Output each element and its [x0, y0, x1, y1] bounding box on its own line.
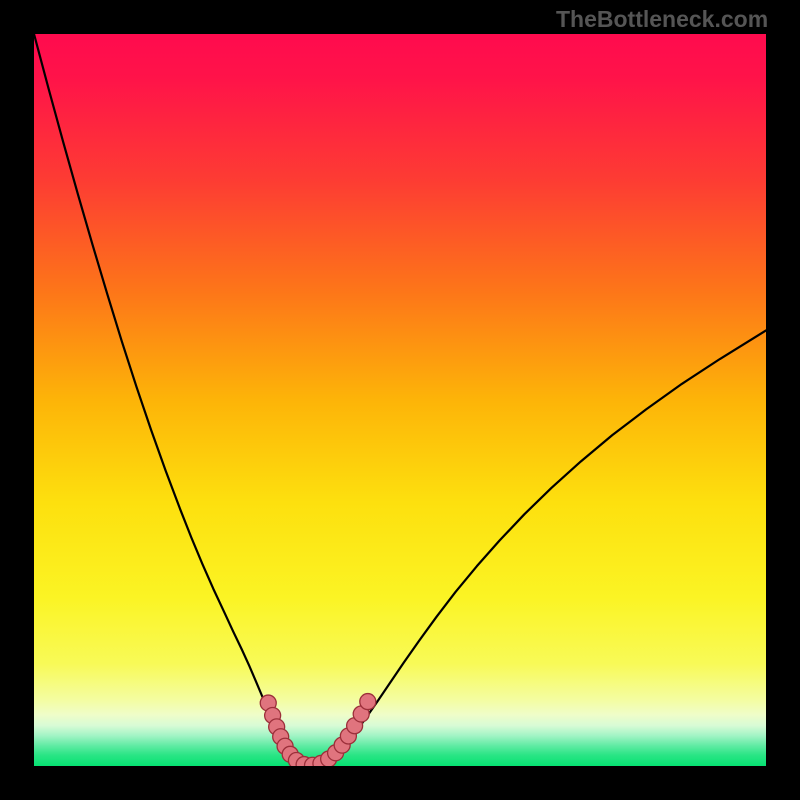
plot-area — [34, 34, 766, 766]
gradient-background — [34, 34, 766, 766]
chart-svg — [34, 34, 766, 766]
highlight-dot — [360, 694, 376, 710]
watermark-text: TheBottleneck.com — [556, 6, 768, 33]
